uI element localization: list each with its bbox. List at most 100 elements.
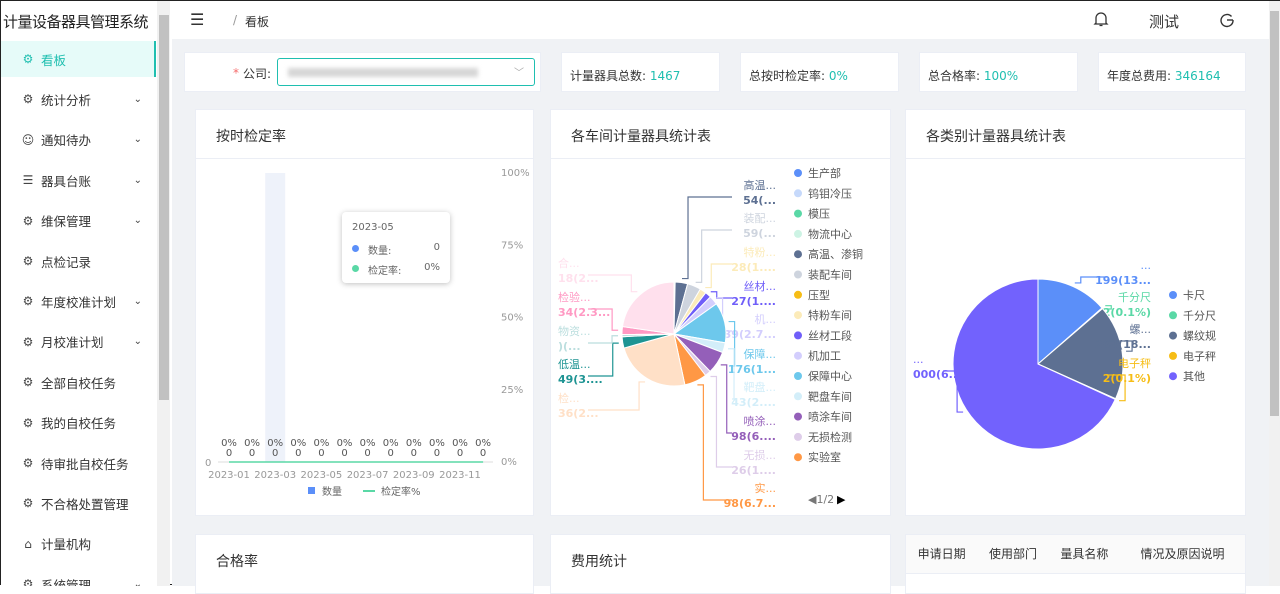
stat-card: 总按时检定率: 0% bbox=[740, 52, 899, 92]
pass-rate-panel: 合格率 bbox=[195, 534, 534, 594]
company-label: 公司: bbox=[243, 67, 272, 81]
panel-title: 各类别计量器具统计表 bbox=[926, 129, 1066, 145]
user-name[interactable]: 测试 bbox=[1149, 13, 1180, 31]
sidebar-item[interactable]: ⚙ 不合格处置管理 bbox=[1, 485, 156, 521]
sidebar-item-label: 年度校准计划 bbox=[41, 294, 117, 310]
panel-title: 各车间计量器具统计表 bbox=[571, 129, 711, 145]
gear-icon: ⚙ bbox=[22, 334, 34, 349]
nonconformance-table-panel: 申请日期 使用部门 量具名称 情况及原因说明 bbox=[905, 534, 1246, 594]
stat-label: 年度总费用: bbox=[1107, 69, 1172, 83]
column-header[interactable]: 申请日期 bbox=[917, 547, 966, 562]
column-header[interactable]: 量具名称 bbox=[1060, 547, 1109, 562]
home-icon: ⌂ bbox=[24, 536, 32, 551]
required-mark: * bbox=[233, 66, 239, 80]
stat-label: 总按时检定率: bbox=[749, 69, 826, 83]
sidebar-item[interactable]: ☰ 器具台账 ⌄ bbox=[1, 162, 156, 198]
sidebar-item[interactable]: ⚙ 待审批自校任务 bbox=[1, 445, 156, 481]
stat-value: 346164 bbox=[1174, 69, 1221, 83]
sidebar-item-label: 计量机构 bbox=[41, 537, 92, 553]
company-select[interactable]: ﹀ bbox=[277, 58, 535, 86]
sidebar-item-label: 维保管理 bbox=[41, 214, 92, 230]
gear-icon: ⚙ bbox=[22, 213, 34, 228]
top-bar: ☰ / 看板 测试 bbox=[172, 1, 1269, 39]
sidebar-scrollbar-thumb[interactable] bbox=[159, 15, 169, 400]
chevron-down-icon: ⌄ bbox=[133, 174, 142, 186]
nonconformance-table: 申请日期 使用部门 量具名称 情况及原因说明 bbox=[906, 535, 1245, 574]
sidebar-item[interactable]: ⚙ 全部自校任务 bbox=[1, 364, 156, 400]
chevron-down-icon: ⌄ bbox=[133, 93, 142, 105]
stat-label: 总合格率: bbox=[928, 69, 981, 83]
sidebar-item-label: 全部自校任务 bbox=[41, 375, 117, 391]
series-dot-icon bbox=[352, 265, 359, 272]
sidebar-item-label: 我的自校任务 bbox=[41, 416, 117, 432]
tooltip-label: 数量: bbox=[368, 246, 392, 257]
breadcrumb-separator: / bbox=[233, 13, 238, 27]
list-icon: ☰ bbox=[22, 173, 34, 188]
column-header[interactable]: 使用部门 bbox=[989, 547, 1038, 562]
sidebar-item[interactable]: ⚙ 统计分析 ⌄ bbox=[1, 81, 156, 117]
bell-icon[interactable] bbox=[1092, 10, 1110, 28]
chevron-down-icon: ⌄ bbox=[133, 134, 142, 146]
sidebar-item[interactable]: ☺ 通知待办 ⌄ bbox=[1, 122, 156, 158]
menu-toggle-icon[interactable]: ☰ bbox=[190, 10, 205, 29]
gear-icon: ⚙ bbox=[22, 496, 34, 511]
panel-title: 按时检定率 bbox=[216, 129, 286, 145]
stat-value: 0% bbox=[828, 69, 848, 83]
gear-icon: ⚙ bbox=[22, 52, 34, 66]
sidebar: 计量设备器具管理系统 ⚙ 看板 ⚙ 统计分析 ⌄ ☺ 通知待办 ⌄ ☰ 器具台账 ⌄ ⚙ 维保管理 ⌄ ⚙ 点… bbox=[1, 1, 157, 586]
sidebar-item-label: 点检记录 bbox=[41, 254, 92, 270]
sidebar-item[interactable]: ⚙ 看板 bbox=[1, 41, 156, 77]
logout-icon[interactable] bbox=[1219, 12, 1235, 32]
company-value-blurred bbox=[288, 68, 478, 77]
sidebar-item[interactable]: ⌂ 计量机构 bbox=[1, 526, 156, 562]
cost-stats-panel: 费用统计 bbox=[550, 534, 891, 594]
gear-icon: ⚙ bbox=[22, 375, 34, 390]
sidebar-item[interactable]: ⚙ 年度校准计划 ⌄ bbox=[1, 283, 156, 319]
sidebar-item[interactable]: ⚙ 点检记录 bbox=[1, 243, 156, 279]
column-header[interactable]: 情况及原因说明 bbox=[1140, 547, 1225, 562]
tooltip-value: 0% bbox=[424, 262, 440, 273]
stat-label: 计量器具总数: bbox=[570, 69, 647, 83]
sidebar-item[interactable]: ⚙ 系统管理 ⌄ bbox=[1, 566, 156, 586]
stat-card: 总合格率: 100% bbox=[919, 52, 1078, 92]
gear-icon: ⚙ bbox=[22, 456, 34, 470]
tooltip-value: 0 bbox=[433, 242, 440, 253]
chevron-down-icon: ⌄ bbox=[133, 336, 142, 348]
sidebar-item-label: 通知待办 bbox=[41, 133, 92, 149]
stat-card: 计量器具总数: 1467 bbox=[561, 52, 720, 92]
breadcrumb[interactable]: 看板 bbox=[245, 15, 270, 29]
gear-icon: ⚙ bbox=[22, 415, 34, 430]
main-area: ☰ / 看板 测试 * 公司: ﹀ 计量器具总数: 1467 总按时检定率: 0%… bbox=[172, 1, 1269, 594]
gear-icon: ⚙ bbox=[22, 254, 34, 268]
sidebar-item-label: 待审批自校任务 bbox=[41, 456, 129, 472]
tooltip-title: 2023-05 bbox=[352, 222, 394, 233]
sidebar-item[interactable]: ⚙ 月校准计划 ⌄ bbox=[1, 324, 156, 360]
sidebar-item-label: 不合格处置管理 bbox=[41, 496, 129, 512]
sidebar-item[interactable]: ⚙ 维保管理 ⌄ bbox=[1, 203, 156, 239]
tooltip-label: 检定率: bbox=[368, 266, 402, 277]
chat-icon: ☺ bbox=[21, 132, 35, 147]
sidebar-item-label: 统计分析 bbox=[41, 92, 92, 108]
gear-icon: ⚙ bbox=[22, 577, 34, 586]
panel-title: 合格率 bbox=[216, 554, 258, 570]
app-title: 计量设备器具管理系统 bbox=[3, 13, 149, 31]
sidebar-item[interactable]: ⚙ 我的自校任务 bbox=[1, 405, 156, 441]
sidebar-item-label: 月校准计划 bbox=[41, 335, 104, 351]
chevron-down-icon: ⌄ bbox=[133, 215, 142, 227]
chevron-down-icon: ⌄ bbox=[133, 295, 142, 307]
chevron-down-icon: ⌄ bbox=[133, 578, 142, 586]
stat-value: 1467 bbox=[649, 69, 681, 83]
page-scrollbar-thumb[interactable] bbox=[1270, 11, 1279, 416]
workshop-stats-panel: 各车间计量器具统计表 bbox=[550, 109, 891, 516]
ontime-rate-panel: 按时检定率 bbox=[195, 109, 534, 516]
stat-card: 年度总费用: 346164 bbox=[1098, 52, 1246, 92]
gear-icon: ⚙ bbox=[22, 294, 34, 309]
series-dot-icon bbox=[352, 245, 359, 252]
stat-value: 100% bbox=[983, 69, 1019, 83]
company-filter-card: * 公司: ﹀ bbox=[184, 52, 541, 92]
chevron-down-icon: ﹀ bbox=[514, 68, 524, 79]
panel-title: 费用统计 bbox=[571, 554, 627, 570]
chart-tooltip: 2023-05 数量: 0 检定率: 0% bbox=[342, 212, 450, 283]
sidebar-item-label: 器具台账 bbox=[41, 173, 92, 189]
gear-icon: ⚙ bbox=[22, 92, 34, 107]
